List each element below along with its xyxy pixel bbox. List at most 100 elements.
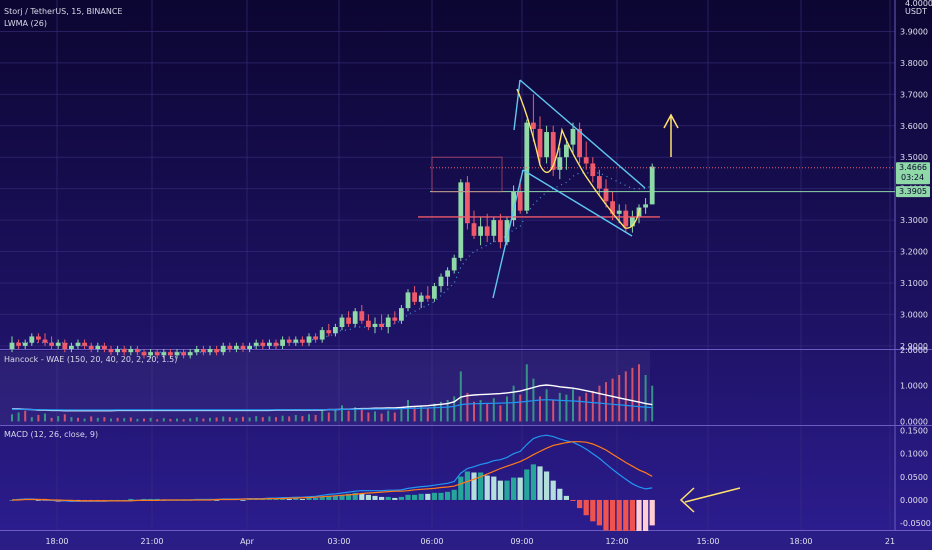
time-tick-label: 21:00 <box>140 537 163 546</box>
candle-body <box>201 349 206 353</box>
macd-bar <box>504 480 510 500</box>
candle-body <box>29 336 35 343</box>
candle-body <box>300 339 305 343</box>
price-tick-label: 3.3000 <box>900 216 928 225</box>
candle <box>471 210 477 239</box>
candle <box>313 333 318 343</box>
wae-bar <box>578 396 581 422</box>
wae-bar <box>532 378 535 422</box>
macd-bar <box>649 499 655 526</box>
candle-body <box>366 320 371 327</box>
wae-bar <box>393 412 396 422</box>
wae-bar <box>347 410 350 422</box>
candle-body <box>465 182 470 224</box>
wae-bar <box>400 408 403 422</box>
wae-bar <box>248 417 251 422</box>
signal-line <box>12 441 653 502</box>
wedge-left-edge <box>513 79 521 131</box>
macd-bar <box>484 475 490 500</box>
candle-body <box>194 349 200 353</box>
wae-bar <box>30 417 33 422</box>
candle <box>141 349 147 359</box>
candle <box>465 176 470 230</box>
lwma-label: LWMA (26) <box>4 19 47 28</box>
wae-bar <box>202 418 205 422</box>
candle-body <box>630 216 635 227</box>
candle <box>227 342 233 353</box>
candle-body <box>22 342 28 346</box>
candle <box>55 339 61 349</box>
macd-bar <box>544 471 550 500</box>
wae-bar <box>70 417 73 422</box>
candle <box>36 333 41 343</box>
macd-bar <box>313 497 319 500</box>
macd-bar <box>306 497 312 500</box>
wae-bar <box>235 417 238 422</box>
macd-bar <box>557 488 563 500</box>
macd-bar <box>517 477 523 500</box>
wae-bar <box>327 412 330 422</box>
candle <box>412 286 417 305</box>
macd-bar <box>359 493 365 500</box>
candle-body <box>445 270 450 277</box>
candle <box>207 345 213 356</box>
wae-bar <box>519 394 522 422</box>
candle <box>82 339 87 349</box>
candle-body <box>451 257 457 271</box>
candle-body <box>69 345 74 349</box>
candle <box>49 336 54 349</box>
candle-body <box>187 352 193 356</box>
candle <box>531 94 536 142</box>
candle <box>168 349 173 359</box>
candle <box>537 116 543 164</box>
macd-tick-label: 0.0500 <box>900 473 928 482</box>
wae-bar <box>374 411 376 422</box>
candle-body <box>42 339 48 343</box>
candle <box>570 122 576 155</box>
macd-bar <box>530 464 536 500</box>
wae-bar <box>539 396 541 422</box>
left-arrow <box>684 487 741 503</box>
price-tick-label: 3.0000 <box>900 310 928 319</box>
macd-tick-label: 0.1000 <box>900 450 928 459</box>
candle-body <box>491 220 497 236</box>
candle-body <box>260 342 266 346</box>
macd-bar <box>577 499 583 509</box>
macd-bar <box>537 466 543 500</box>
candle-body <box>220 345 226 353</box>
wae-bar <box>367 412 370 422</box>
candle-body <box>214 349 219 353</box>
wae-bar <box>143 418 145 422</box>
candle-body <box>168 352 173 356</box>
candle-body <box>9 342 15 349</box>
time-tick-label: 15:00 <box>696 537 719 546</box>
candle <box>187 349 193 359</box>
wae-bar <box>162 418 165 422</box>
candle <box>597 169 602 195</box>
wae-bar <box>446 400 449 422</box>
price-tick-label: 3.6000 <box>900 122 928 131</box>
macd-bar <box>339 494 345 500</box>
candle <box>484 213 490 243</box>
wae-bar <box>116 417 119 422</box>
wae-bar <box>281 415 284 422</box>
macd-bar <box>511 477 517 500</box>
macd-bar <box>636 499 642 538</box>
candle <box>62 339 68 353</box>
trend-line <box>492 169 524 299</box>
wae-bar <box>189 418 192 422</box>
wae-bar <box>611 378 614 422</box>
candle-body <box>405 292 411 309</box>
candle <box>346 311 351 327</box>
wae-bar <box>341 405 343 422</box>
wae-bar <box>90 416 93 422</box>
candlestick-series[interactable] <box>9 94 655 359</box>
wae-bar <box>631 367 634 422</box>
time-tick-label: 18:00 <box>45 537 68 546</box>
candle-body <box>418 295 424 302</box>
price-tick-label: 3.8000 <box>900 59 928 68</box>
candle-body <box>49 342 54 346</box>
wae-bar <box>638 364 640 422</box>
wae-bar <box>255 416 258 422</box>
